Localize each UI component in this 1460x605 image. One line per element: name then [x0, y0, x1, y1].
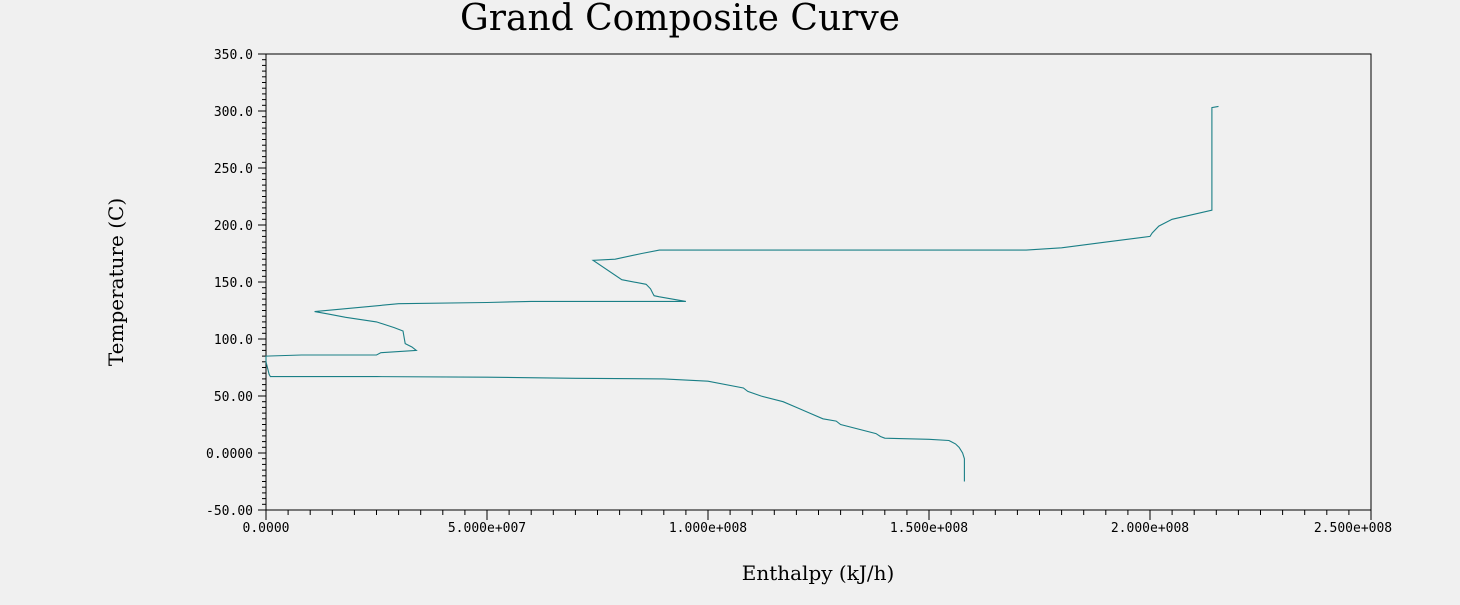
- x-tick-label: 0.0000: [243, 521, 290, 536]
- y-tick-label: 200.0: [214, 219, 253, 234]
- x-tick-label: 1.500e+008: [890, 521, 968, 536]
- series-line: [265, 105, 1219, 482]
- plot-area: [265, 53, 1372, 511]
- y-axis-title: Temperature (C): [104, 198, 128, 366]
- y-tick-label: 250.0: [214, 162, 253, 177]
- x-axis: 0.0000 5.000e+007 1.000e+008 1.500e+008 2.00…: [243, 510, 1392, 536]
- y-tick-label: 50.00: [214, 390, 253, 405]
- x-axis-title: Enthalpy (kJ/h): [742, 561, 895, 585]
- x-tick-label: 2.000e+008: [1111, 521, 1189, 536]
- y-tick-label: 150.0: [214, 276, 253, 291]
- y-tick-label: 350.0: [214, 48, 253, 63]
- y-tick-label: 0.0000: [206, 447, 253, 462]
- y-tick-label: 100.0: [214, 333, 253, 348]
- x-tick-label: 5.000e+007: [448, 521, 526, 536]
- chart-title: Grand Composite Curve: [460, 0, 900, 39]
- x-tick-label: 1.000e+008: [669, 521, 747, 536]
- y-tick-label: -50.00: [206, 504, 253, 519]
- y-tick-label: 300.0: [214, 105, 253, 120]
- y-axis: -50.00 0.0000 50.00 100.0 150.0 200.0 250.0 300…: [206, 48, 266, 519]
- x-tick-label: 2.500e+008: [1314, 521, 1392, 536]
